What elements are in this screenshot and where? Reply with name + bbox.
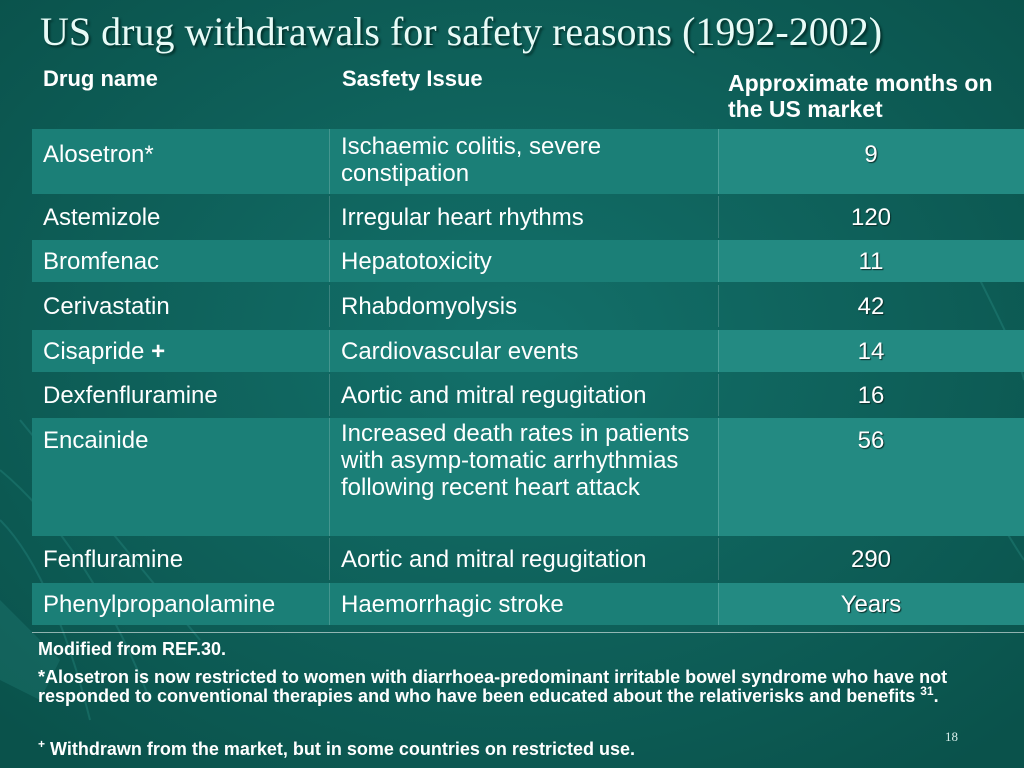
drug-name: Fenfluramine [43, 546, 184, 573]
header-drug-name: Drug name [43, 66, 158, 91]
table-row: Phenylpropanolamine Haemorrhagic stroke … [32, 583, 1024, 625]
table-row: Bromfenac Hepatotoxicity 11 [32, 240, 1024, 282]
restricted-use-marker: + [151, 338, 166, 365]
table-row: Encainide Increased death rates in patie… [32, 418, 1024, 536]
withdrawn-footnote: + Withdrawn from the market, but in some… [38, 737, 635, 759]
safety-issue: Aortic and mitral regugitation [341, 546, 647, 573]
safety-issue: Aortic and mitral regugitation [341, 382, 647, 409]
safety-issue: Irregular heart rhythms [341, 204, 584, 231]
drug-name: Encainide [43, 427, 149, 454]
drug-name: Astemizole [43, 204, 161, 231]
months-on-market: 290 [850, 546, 892, 573]
months-on-market: 9 [864, 141, 878, 168]
safety-issue: Haemorrhagic stroke [341, 591, 564, 618]
drug-name: Cerivastatin [43, 293, 170, 320]
header-safety-issue: Sasfety Issue [342, 66, 483, 91]
alosetron-footnote: *Alosetron is now restricted to women wi… [38, 667, 948, 706]
months-on-market: Years [840, 591, 902, 618]
slide-title: US drug withdrawals for safety reasons (… [40, 9, 883, 54]
months-on-market: 56 [857, 427, 885, 454]
reference-superscript: 31 [920, 684, 934, 698]
months-on-market: 14 [857, 338, 885, 365]
page-number: 18 [945, 729, 958, 744]
safety-issue: Hepatotoxicity [341, 248, 492, 275]
drug-name: Bromfenac [43, 248, 160, 275]
months-on-market: 16 [857, 382, 885, 409]
table-row: Cerivastatin Rhabdomyolysis 42 [32, 285, 1024, 327]
drug-name: Alosetron* [43, 141, 154, 168]
table-row: Astemizole Irregular heart rhythms 120 [32, 196, 1024, 238]
table-row: Dexfenfluramine Aortic and mitral regugi… [32, 374, 1024, 416]
drug-name: Cisapride + [43, 338, 166, 365]
table-row: Fenfluramine Aortic and mitral regugitat… [32, 538, 1024, 580]
safety-issue: Ischaemic colitis, severe constipation [341, 133, 602, 187]
safety-issue: Cardiovascular events [341, 338, 579, 365]
table-row: Alosetron* Ischaemic colitis, severe con… [32, 129, 1024, 194]
restricted-use-marker: + [38, 737, 46, 751]
source-note: Modified from REF.30. [38, 639, 227, 659]
months-on-market: 11 [858, 248, 884, 275]
table-row: Cisapride + Cardiovascular events 14 [32, 330, 1024, 372]
drug-name: Dexfenfluramine [43, 382, 218, 409]
header-months-on-market: Approximate months on the US market [728, 70, 993, 122]
drug-name: Phenylpropanolamine [43, 591, 276, 618]
safety-issue: Increased death rates in patients with a… [341, 420, 690, 501]
months-on-market: 120 [850, 204, 892, 231]
table-bottom-divider [32, 632, 1024, 633]
months-on-market: 42 [857, 293, 885, 320]
safety-issue: Rhabdomyolysis [341, 293, 518, 320]
